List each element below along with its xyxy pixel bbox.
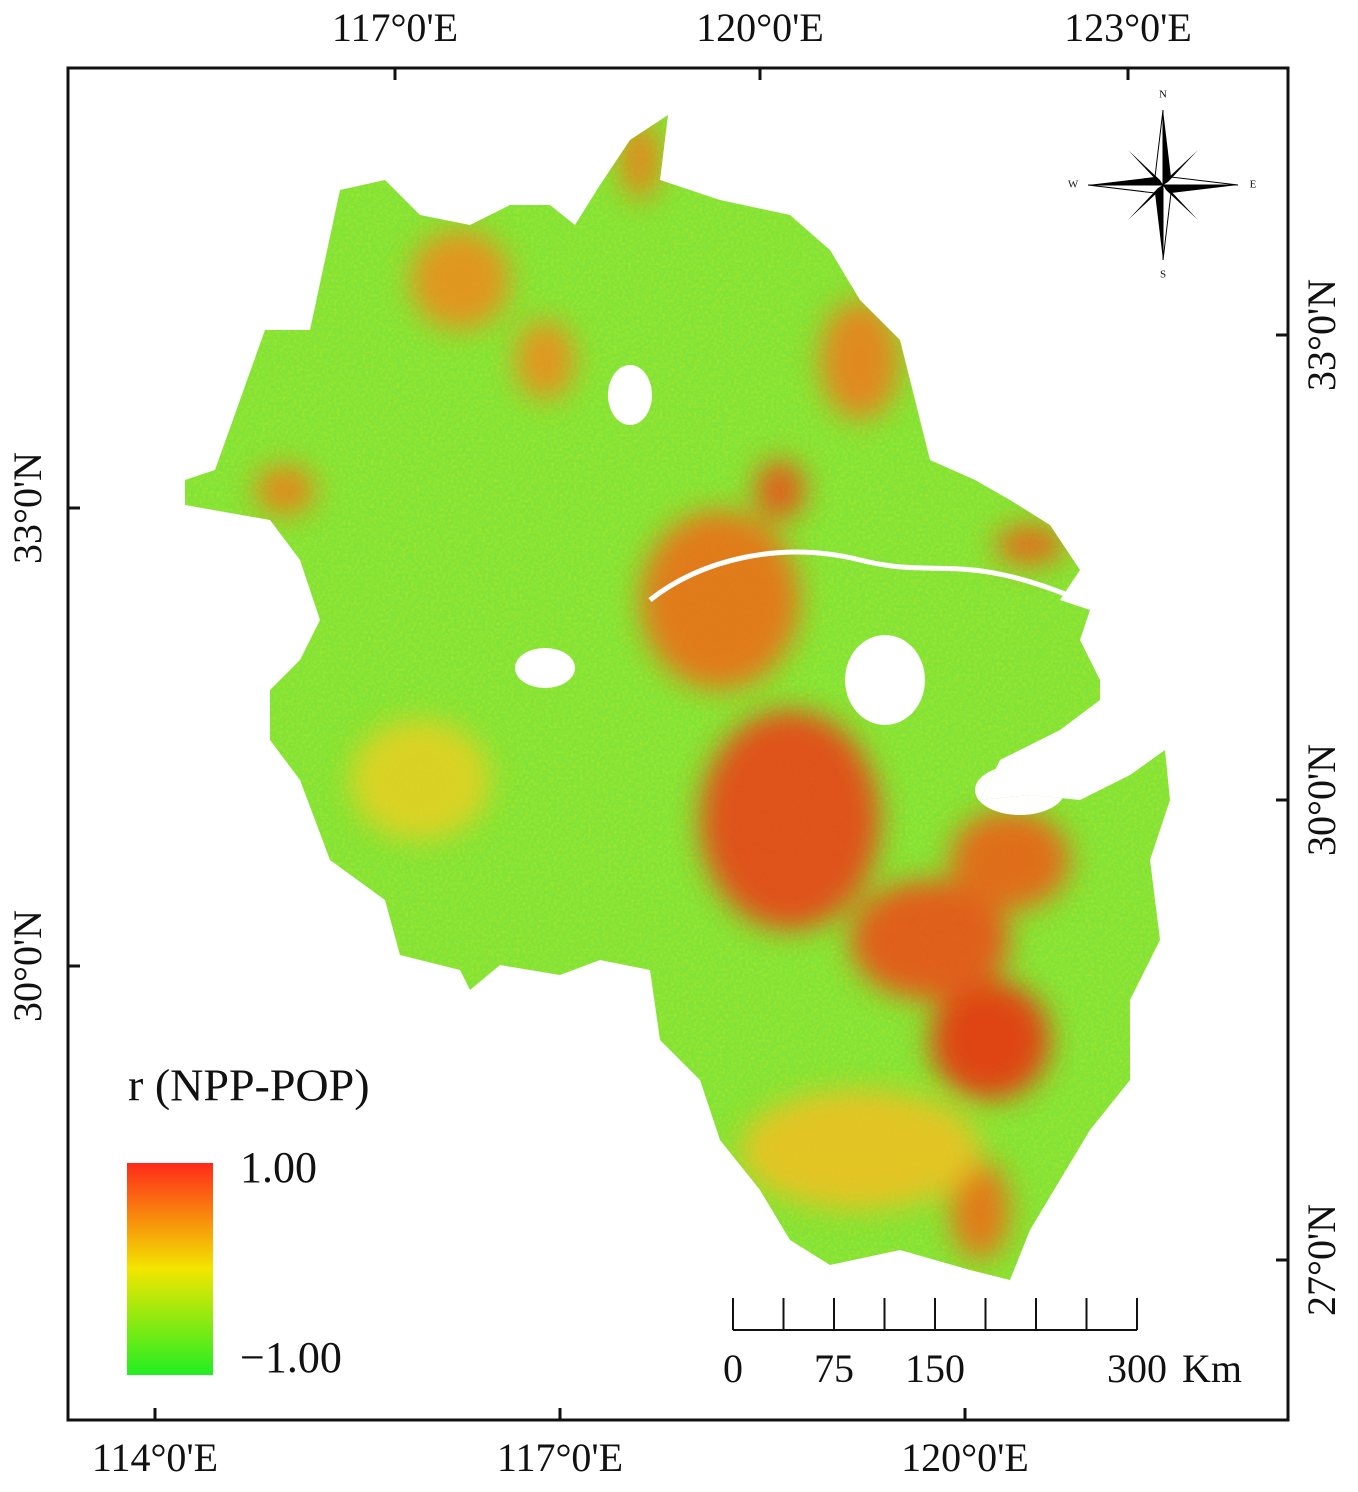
compass-letter: N (1159, 89, 1167, 101)
longitude-label: 120°0'E (901, 1435, 1029, 1480)
latitude-label: 30°0'N (1299, 744, 1344, 856)
longitude-label: 123°0'E (1064, 5, 1192, 50)
map-frame (66, 66, 1290, 1422)
longitude-label: 114°0'E (92, 1435, 218, 1480)
scale-bar-label: 0 (723, 1346, 743, 1391)
legend-max-label: 1.00 (240, 1143, 317, 1192)
legend-min-label: −1.00 (240, 1333, 342, 1382)
north-arrow: N S E W (1068, 89, 1257, 281)
latitude-label: 30°0'N (5, 910, 50, 1022)
scale-bar-label: 150 (905, 1346, 965, 1391)
scale-bar-label: 300 (1107, 1346, 1167, 1391)
longitude-label: 117°0'E (332, 5, 458, 50)
latitude-label: 33°0'N (1299, 279, 1344, 391)
correlation-raster (185, 115, 1170, 1280)
longitude-label: 117°0'E (497, 1435, 623, 1480)
compass-letter: W (1068, 179, 1079, 191)
legend-color-ramp (127, 1163, 213, 1375)
compass-letter: S (1160, 269, 1166, 281)
latitude-label: 27°0'N (1299, 1204, 1344, 1316)
compass-letter: E (1250, 179, 1257, 191)
legend-title: r (NPP-POP) (128, 1060, 370, 1111)
longitude-label: 120°0'E (696, 5, 824, 50)
scale-bar-label: 75 (814, 1346, 854, 1391)
latitude-label: 33°0'N (5, 452, 50, 564)
scale-bar-unit: Km (1182, 1346, 1242, 1391)
